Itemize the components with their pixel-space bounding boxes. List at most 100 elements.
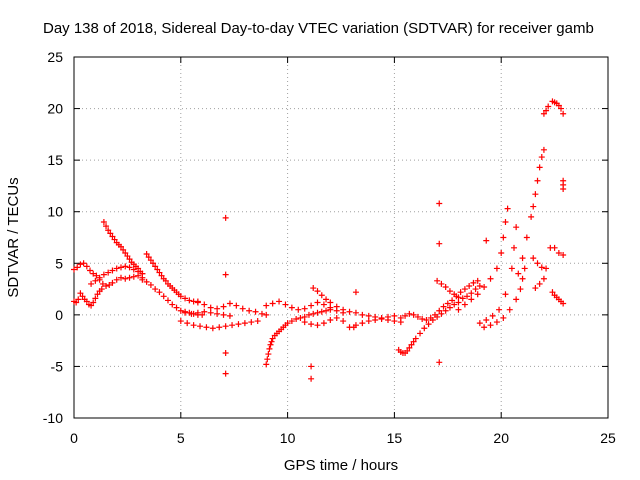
- x-axis-label: GPS time / hours: [284, 457, 398, 474]
- y-tick-label: 20: [47, 101, 63, 117]
- data-point: [558, 105, 565, 112]
- data-point: [162, 277, 169, 284]
- data-point: [92, 295, 99, 302]
- data-point: [318, 292, 325, 299]
- data-point: [139, 270, 146, 277]
- data-point: [519, 255, 526, 262]
- data-point: [410, 338, 417, 345]
- data-point: [214, 305, 221, 312]
- data-point: [352, 309, 359, 316]
- y-axis: -10 -5 0 5 10 15 20 25: [43, 49, 608, 426]
- data-point: [152, 263, 159, 270]
- data-point: [98, 286, 105, 293]
- data-point: [209, 325, 216, 332]
- data-point: [267, 341, 274, 348]
- data-point: [436, 240, 443, 247]
- data-point: [498, 249, 505, 256]
- data-point: [508, 265, 515, 272]
- data-point: [468, 296, 475, 303]
- data-point: [470, 279, 477, 286]
- data-point: [511, 244, 518, 251]
- data-point: [199, 311, 206, 318]
- data-point: [431, 311, 438, 318]
- data-point: [83, 298, 90, 305]
- data-point: [126, 256, 133, 263]
- data-point: [534, 260, 541, 267]
- data-point: [543, 265, 550, 272]
- data-point: [122, 249, 129, 256]
- data-point: [408, 341, 415, 348]
- series-arc-11: [263, 298, 347, 316]
- data-point: [427, 314, 434, 321]
- data-point: [263, 361, 270, 368]
- data-point: [246, 307, 253, 314]
- data-point: [540, 275, 547, 282]
- data-point: [404, 347, 411, 354]
- y-tick-label: 10: [47, 204, 63, 220]
- data-point: [457, 289, 464, 296]
- data-point: [96, 274, 103, 281]
- data-point: [560, 110, 567, 117]
- data-point: [391, 318, 398, 325]
- data-point: [265, 351, 272, 358]
- data-point: [120, 246, 127, 253]
- data-point: [160, 293, 167, 300]
- series-arc-13: [310, 285, 398, 321]
- series-arc-16: [434, 277, 483, 302]
- data-point: [103, 282, 110, 289]
- data-point: [372, 313, 379, 320]
- y-tick-label: -5: [51, 358, 64, 374]
- data-point: [190, 322, 197, 329]
- data-point: [436, 359, 443, 366]
- data-point: [532, 285, 539, 292]
- data-point: [536, 164, 543, 171]
- data-point: [504, 205, 511, 212]
- data-point: [530, 203, 537, 210]
- data-point: [164, 297, 171, 304]
- data-point: [106, 281, 113, 288]
- data-point: [93, 272, 100, 279]
- data-point: [449, 297, 456, 304]
- data-point: [397, 314, 404, 321]
- data-point: [323, 307, 330, 314]
- data-point: [90, 270, 97, 277]
- data-point: [333, 303, 340, 310]
- data-point: [464, 293, 471, 300]
- data-point: [222, 350, 229, 357]
- data-point: [103, 223, 110, 230]
- data-point: [80, 260, 87, 267]
- data-point: [122, 263, 129, 270]
- data-point: [308, 302, 315, 309]
- data-point: [109, 279, 116, 286]
- series-arc-15: [397, 277, 481, 324]
- data-point: [502, 219, 509, 226]
- data-point: [248, 319, 255, 326]
- data-point: [169, 301, 176, 308]
- data-point: [402, 312, 409, 319]
- data-point: [117, 274, 124, 281]
- data-point: [158, 272, 165, 279]
- data-point: [466, 282, 473, 289]
- data-point: [500, 314, 507, 321]
- data-point: [314, 322, 321, 329]
- data-point: [269, 335, 276, 342]
- data-point: [194, 309, 201, 316]
- data-point: [340, 306, 347, 313]
- data-point: [532, 191, 539, 198]
- data-point: [233, 302, 240, 309]
- data-point: [241, 320, 248, 327]
- data-point: [483, 317, 490, 324]
- data-point: [314, 309, 321, 316]
- data-point: [226, 312, 233, 319]
- data-point: [269, 300, 276, 307]
- series-arc-23: [549, 289, 567, 307]
- data-point: [310, 285, 317, 292]
- data-point: [523, 234, 530, 241]
- data-point: [551, 244, 558, 251]
- data-point: [474, 277, 481, 284]
- data-point: [109, 267, 116, 274]
- x-axis: 0 5 10 15 20 25: [70, 57, 616, 446]
- series-arc-2: [71, 260, 146, 289]
- data-point: [87, 267, 94, 274]
- data-point: [530, 255, 537, 262]
